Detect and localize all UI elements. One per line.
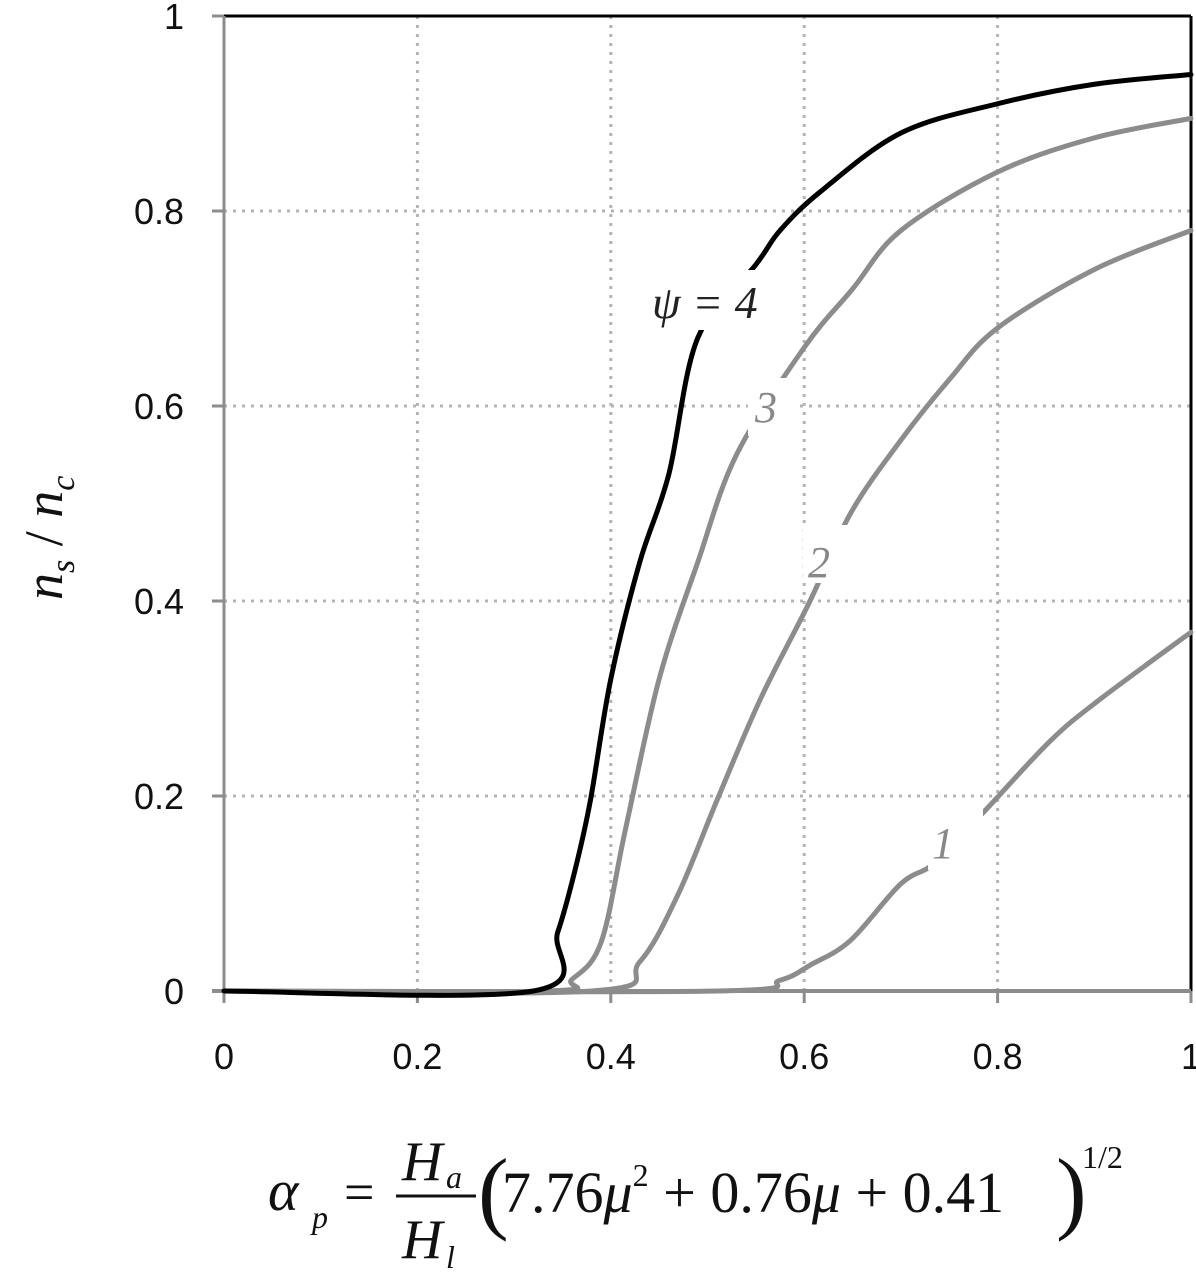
curves bbox=[221, 72, 1194, 998]
svg-text:p: p bbox=[310, 1199, 328, 1235]
svg-text:2: 2 bbox=[808, 538, 830, 587]
curve--4 bbox=[221, 72, 1194, 998]
curve-label-1: 1 bbox=[928, 800, 983, 870]
curve--3 bbox=[221, 115, 1194, 995]
x-tick-label: 0.4 bbox=[586, 1036, 636, 1077]
svg-text:α: α bbox=[268, 1158, 300, 1223]
svg-text:): ) bbox=[1056, 1140, 1087, 1242]
y-tick-label: 0.2 bbox=[134, 776, 184, 817]
svg-text:7.76μ2 + 0.76μ + 0.41: 7.76μ2 + 0.76μ + 0.41 bbox=[502, 1157, 1004, 1225]
x-tick-label: 1 bbox=[1181, 1036, 1196, 1077]
x-axis-label-formula: α p = H a H l ( 7.76μ2 + 0.76μ + 0.41 ) … bbox=[268, 1131, 1123, 1275]
x-tick-label: 0.6 bbox=[779, 1036, 829, 1077]
svg-text:l: l bbox=[446, 1239, 455, 1275]
gridlines bbox=[224, 16, 1191, 991]
svg-text:3: 3 bbox=[754, 383, 777, 432]
y-tick-label: 0 bbox=[164, 971, 184, 1012]
svg-text:H: H bbox=[401, 1209, 445, 1271]
svg-text:=: = bbox=[344, 1162, 374, 1222]
svg-text:1/2: 1/2 bbox=[1082, 1139, 1123, 1175]
svg-text:H: H bbox=[401, 1131, 445, 1193]
x-tick-label: 0 bbox=[214, 1036, 234, 1077]
x-tick-label: 0.2 bbox=[392, 1036, 442, 1077]
curve-label-2: 2 bbox=[803, 525, 853, 587]
svg-text:1: 1 bbox=[932, 819, 954, 868]
y-axis-label: ns / nc bbox=[14, 476, 82, 600]
curve-label-3: 3 bbox=[748, 378, 798, 436]
svg-text:ψ = 4: ψ = 4 bbox=[652, 277, 758, 328]
y-tick-label: 1 bbox=[164, 0, 184, 37]
y-tick-label: 0.4 bbox=[134, 581, 184, 622]
curve--2 bbox=[221, 228, 1194, 996]
x-tick-label: 0.8 bbox=[973, 1036, 1023, 1077]
svg-text:(: ( bbox=[478, 1140, 509, 1242]
curve-label-psi4: ψ = 4 bbox=[648, 270, 778, 330]
svg-text:a: a bbox=[446, 1159, 462, 1195]
svg-text:ns / nc: ns / nc bbox=[14, 476, 82, 600]
y-tick-label: 0.8 bbox=[134, 191, 184, 232]
curve--1 bbox=[221, 629, 1194, 995]
axis-ticks bbox=[212, 14, 1193, 1003]
tick-labels: 0 0.2 0.4 0.6 0.8 1 0 0.2 0.4 0.6 0.8 1 bbox=[134, 0, 1196, 1077]
y-tick-label: 0.6 bbox=[134, 386, 184, 427]
